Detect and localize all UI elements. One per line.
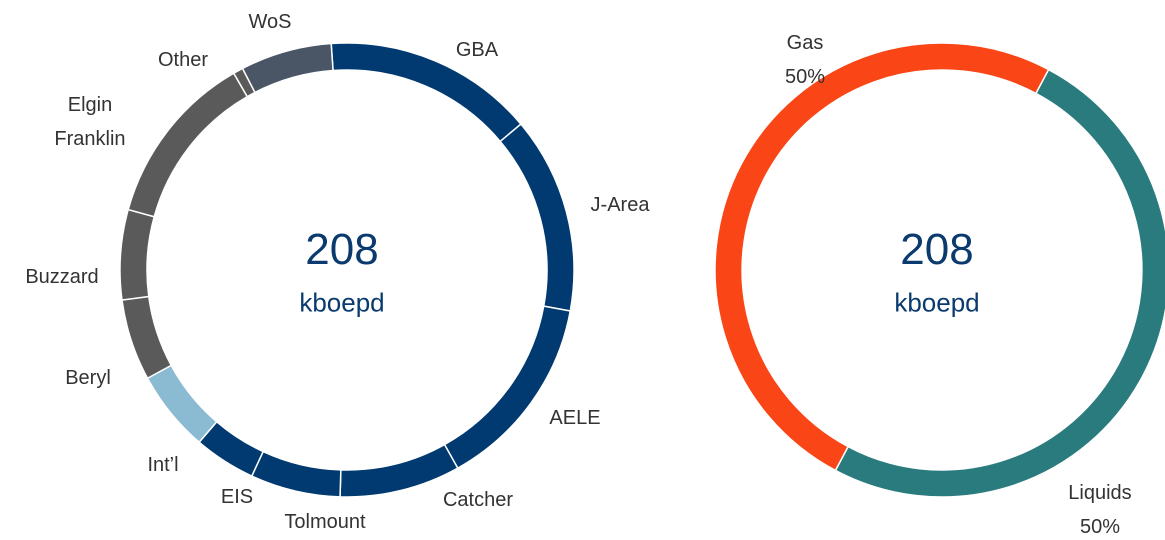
donut-segment <box>119 208 156 301</box>
center-value: 208 <box>900 225 974 274</box>
donut-segment <box>250 450 342 498</box>
donut-segment <box>339 443 459 498</box>
donut-segment <box>127 72 249 218</box>
center-unit: kboepd <box>894 287 980 318</box>
segment-label: Elgin Franklin <box>54 94 126 150</box>
segment-label: AELE <box>549 407 601 429</box>
segment-label: Liquids <box>1068 482 1132 504</box>
segment-label: EIS <box>220 486 254 508</box>
segment-label: WoS <box>248 11 292 33</box>
segment-label: Int’l <box>147 454 179 476</box>
donut-segment <box>241 42 334 94</box>
center-unit: kboepd <box>299 287 385 318</box>
segment-label: Beryl <box>65 367 111 389</box>
segment-label: J-Area <box>590 194 650 216</box>
segment-label: Gas <box>786 32 824 54</box>
segment-label: Other <box>157 49 209 71</box>
donut-segment <box>714 42 1050 472</box>
donut-segment <box>834 68 1165 498</box>
segment-label: GBA <box>455 39 499 61</box>
donut-segment <box>443 305 572 470</box>
segment-value-label: 50% <box>784 66 826 88</box>
segment-label: Buzzard <box>25 266 99 288</box>
donut-segment <box>121 295 173 380</box>
segment-value-label: 50% <box>1079 516 1121 538</box>
segment-label: Catcher <box>442 489 514 511</box>
center-value: 208 <box>305 225 379 274</box>
donut-segment <box>499 123 575 312</box>
donut-segment <box>146 364 218 444</box>
segment-label: Tolmount <box>284 511 366 533</box>
